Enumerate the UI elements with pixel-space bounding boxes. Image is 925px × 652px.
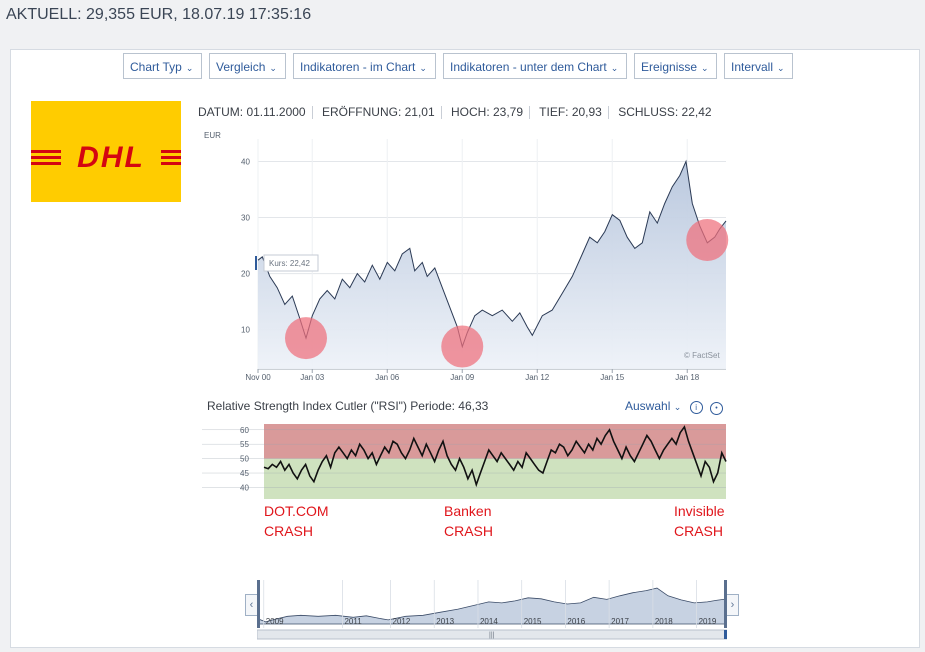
indicators-in-chart-dropdown[interactable]: Indikatoren - im Chart ⌄ bbox=[293, 53, 436, 79]
ohlc-stats: DATUM: 01.11.2000 ERÖFFNUNG: 21,01 HOCH:… bbox=[198, 105, 712, 120]
stat-date: DATUM: 01.11.2000 bbox=[198, 105, 306, 119]
navigator-left-handle[interactable] bbox=[257, 580, 260, 628]
annotation-line: DOT.COM bbox=[264, 503, 329, 519]
navigator-scrollbar[interactable] bbox=[257, 629, 727, 640]
scrollbar-grip[interactable]: ||| bbox=[489, 632, 495, 639]
events-dropdown[interactable]: Ereignisse ⌄ bbox=[634, 53, 717, 79]
range-navigator[interactable]: 2009 2011 2012 2013 2014 2015 2016 2017 2018 2019… bbox=[257, 580, 727, 642]
navigator-year-label: 2017 bbox=[611, 617, 629, 626]
price-area bbox=[258, 161, 726, 369]
navigator-year-label: 2011 bbox=[344, 617, 362, 626]
info-icon[interactable]: i bbox=[689, 401, 703, 414]
price-y-tick-label: 10 bbox=[241, 326, 250, 335]
chevron-down-icon: ⌄ bbox=[185, 63, 194, 73]
compare-label: Vergleich bbox=[216, 60, 266, 74]
rsi-gridlines bbox=[202, 429, 726, 488]
price-chart[interactable]: EUR 40 30 20 10 Nov 00 Jan 03 Jan 06 Jan 09 Jan… bbox=[198, 125, 738, 387]
price-y-tick-label: 20 bbox=[241, 270, 250, 279]
auswahl-dropdown[interactable]: Auswahl ⌄ bbox=[625, 399, 681, 413]
rsi-y-tick-label: 60 bbox=[240, 426, 249, 435]
rsi-chart[interactable]: 60 55 50 45 40 bbox=[198, 422, 738, 502]
price-tooltip bbox=[263, 254, 319, 272]
scrollbar-end bbox=[724, 630, 727, 639]
rsi-y-tick-label: 50 bbox=[240, 455, 249, 464]
chevron-down-icon: ⌄ bbox=[419, 63, 427, 73]
navigator-year-label: 2018 bbox=[655, 617, 673, 626]
indicators-below-chart-dropdown[interactable]: Indikatoren - unter dem Chart ⌄ bbox=[443, 53, 627, 79]
price-x-ticks: Nov 00 Jan 03 Jan 06 Jan 09 Jan 12 Jan 15 Jan … bbox=[245, 373, 699, 382]
interval-label: Intervall bbox=[731, 60, 774, 74]
price-x-tick-label: Jan 15 bbox=[600, 373, 625, 382]
rsi-y-tick-label: 45 bbox=[240, 469, 249, 478]
annotation-invisible-crash: Invisible CRASH bbox=[674, 501, 725, 541]
annotation-line: Banken bbox=[444, 503, 492, 519]
chevron-down-icon: ⌄ bbox=[269, 63, 277, 73]
chevron-down-icon: ⌄ bbox=[777, 63, 785, 73]
chart-source: © FactSet bbox=[684, 351, 720, 360]
navigator-year-label: 2016 bbox=[567, 617, 585, 626]
price-x-tick-label: Jan 03 bbox=[300, 373, 325, 382]
crash-circle bbox=[285, 317, 327, 360]
indicators-in-chart-label: Indikatoren - im Chart bbox=[300, 60, 416, 74]
chart-type-dropdown[interactable]: Chart Typ ⌄ bbox=[123, 53, 202, 79]
navigator-year-label: 2013 bbox=[436, 617, 454, 626]
crash-markers bbox=[285, 218, 729, 368]
stat-open: ERÖFFNUNG: 21,01 bbox=[321, 105, 435, 119]
crash-circle bbox=[441, 325, 484, 368]
annotation-line: CRASH bbox=[674, 523, 724, 539]
price-x-tick-label: Jan 09 bbox=[450, 373, 475, 382]
chart-toolbar: Chart Typ ⌄ Vergleich ⌄ Indikatoren - im C… bbox=[0, 53, 925, 81]
indicators-below-chart-label: Indikatoren - unter dem Chart bbox=[450, 60, 607, 74]
page-headline: AKTUELL: 29,355 EUR, 18.07.19 17:35:16 bbox=[6, 6, 312, 23]
price-x-tick-label: Jan 12 bbox=[525, 373, 550, 382]
navigator-right-handle[interactable] bbox=[724, 580, 727, 628]
price-x-tick-label: Jan 06 bbox=[375, 373, 400, 382]
navigator-year-label: 2015 bbox=[524, 617, 542, 626]
price-y-unit: EUR bbox=[204, 131, 221, 140]
rsi-oversold-band bbox=[264, 458, 726, 499]
annotation-line: Invisible bbox=[674, 503, 725, 519]
chevron-down-icon: ⌄ bbox=[701, 63, 709, 73]
chevron-down-icon: ⌄ bbox=[673, 402, 682, 412]
rsi-title: Relative Strength Index Cutler ("RSI") P… bbox=[207, 399, 489, 413]
chevron-down-icon: ⌄ bbox=[610, 63, 619, 73]
price-x-tick-label: Nov 00 bbox=[245, 373, 271, 382]
navigator-right-button[interactable]: › bbox=[726, 594, 739, 616]
price-y-tick-label: 30 bbox=[241, 214, 250, 223]
crash-circle bbox=[686, 218, 729, 261]
annotation-line: CRASH bbox=[444, 523, 494, 539]
stat-high: HOCH: 23,79 bbox=[451, 105, 524, 119]
rsi-y-tick-label: 55 bbox=[240, 440, 249, 449]
stat-close: SCHLUSS: 22,42 bbox=[618, 105, 712, 119]
rsi-y-ticks: 60 55 50 45 40 bbox=[240, 426, 249, 493]
navigator-year-label: 2014 bbox=[480, 617, 498, 626]
price-y-ticks: 40 30 20 10 bbox=[241, 157, 250, 334]
chart-type-label: Chart Typ bbox=[130, 60, 182, 74]
navigator-year-label: 2012 bbox=[393, 617, 411, 626]
price-x-tick-label: Jan 18 bbox=[675, 373, 700, 382]
stat-low: TIEF: 20,93 bbox=[539, 105, 602, 119]
price-series-line bbox=[257, 159, 727, 349]
navigator-year-label: 2019 bbox=[699, 617, 717, 626]
dhl-logo-image: DHL bbox=[31, 141, 181, 174]
annotation-banken-crash: Banken CRASH bbox=[444, 501, 493, 541]
annotation-dotcom-crash: DOT.COM CRASH bbox=[264, 501, 329, 541]
rsi-tools: Auswahl ⌄ i • bbox=[625, 399, 723, 415]
price-tooltip-text: Kurs: 22,42 bbox=[269, 259, 310, 268]
auswahl-label: Auswahl bbox=[625, 399, 671, 413]
price-y-tick-label: 40 bbox=[241, 157, 250, 166]
rsi-series-line bbox=[263, 425, 727, 488]
navigator-year-label: 2009 bbox=[266, 617, 284, 626]
logo-text: DHL bbox=[77, 141, 145, 174]
events-label: Ereignisse bbox=[641, 60, 698, 74]
interval-dropdown[interactable]: Intervall ⌄ bbox=[724, 53, 793, 79]
rsi-y-tick-label: 40 bbox=[240, 483, 249, 492]
compare-dropdown[interactable]: Vergleich ⌄ bbox=[209, 53, 286, 79]
navigator-year-labels: 2009 2011 2012 2013 2014 2015 2016 2017 2018 2019 bbox=[263, 580, 717, 628]
annotation-line: CRASH bbox=[264, 523, 314, 539]
cursor-marker bbox=[255, 256, 257, 270]
close-icon[interactable]: • bbox=[709, 402, 723, 415]
company-logo: DHL bbox=[31, 101, 181, 202]
